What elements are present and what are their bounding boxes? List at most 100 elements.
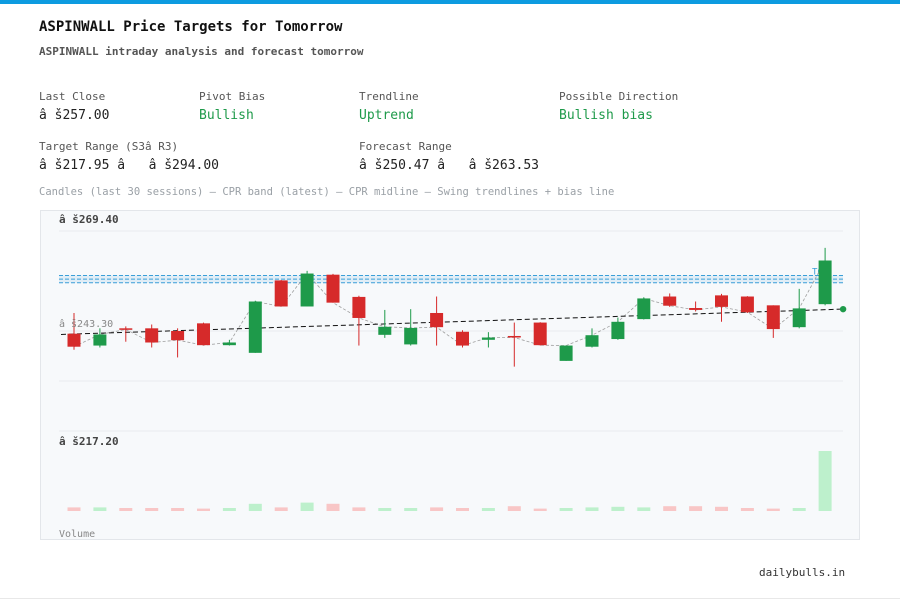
bias-end-dot: [839, 305, 847, 313]
candle-body: [93, 334, 107, 346]
candle: [715, 293, 728, 322]
stat-label: Pivot Bias: [199, 90, 266, 103]
y-axis-label-top: â š269.40: [59, 213, 119, 226]
stat-value: Bullish bias: [559, 108, 653, 123]
volume-bars-group: [67, 451, 832, 511]
candle: [611, 317, 625, 340]
page-title: ASPINWALL Price Targets for Tomorrow: [39, 19, 343, 35]
swing-trendline: [73, 260, 826, 348]
y-axis-label-mid: â š243.30: [59, 318, 113, 330]
volume-bar: [352, 507, 366, 511]
candle-body: [766, 305, 780, 330]
volume-bar: [248, 503, 262, 511]
candle: [197, 322, 210, 346]
stat-pivot-bias: Pivot Bias Bullish: [199, 90, 265, 125]
volume-bar: [689, 506, 703, 511]
cpr-band: TC: [59, 267, 843, 284]
candle-body: [663, 296, 677, 306]
candle-body: [222, 342, 236, 346]
bias-line-group: [60, 305, 847, 335]
stat-label: Forecast Range: [359, 140, 452, 153]
volume-bar: [430, 507, 444, 511]
volume-bar: [507, 506, 521, 511]
candle: [585, 328, 599, 348]
stat-label: Trendline: [359, 90, 419, 103]
candle: [248, 300, 262, 353]
candle-body: [248, 301, 262, 353]
candle: [222, 339, 236, 346]
volume-bar: [715, 506, 728, 511]
top-accent-bar: [0, 0, 900, 4]
candle: [456, 330, 469, 348]
candle-body: [430, 312, 444, 328]
stat-label: Target Range (S3â R3): [39, 140, 179, 153]
volume-bar: [663, 506, 677, 511]
volume-bar: [766, 508, 780, 511]
swing-trendline-path: [73, 260, 826, 348]
stat-value: â š250.47 â â š263.53: [359, 158, 540, 173]
candle: [689, 301, 703, 312]
candle: [119, 326, 133, 342]
candle-body: [274, 280, 288, 307]
candle-body: [585, 335, 599, 347]
volume-bar: [326, 503, 340, 511]
volume-label: Volume: [59, 529, 95, 540]
bias-line: [60, 308, 842, 335]
volume-bar: [145, 508, 159, 511]
candle-body: [559, 345, 573, 361]
stat-trendline: Trendline Uptrend: [359, 90, 419, 125]
candle: [792, 288, 806, 329]
candle: [171, 328, 185, 358]
candle: [481, 332, 495, 348]
stat-value: Bullish: [199, 108, 254, 123]
candle-body: [740, 296, 754, 313]
volume-bar: [792, 508, 806, 511]
candle: [93, 328, 107, 348]
volume-bar: [585, 507, 599, 511]
cpr-tc-label: TC: [812, 267, 823, 277]
candle-body: [197, 323, 210, 346]
footer-brand: dailybulls.in: [759, 566, 846, 579]
volume-bar: [93, 507, 107, 511]
candle-body: [818, 260, 832, 305]
candle-body: [145, 328, 159, 343]
candle-body: [637, 298, 651, 320]
volume-bar: [611, 506, 625, 511]
candle: [378, 309, 392, 338]
chart-grid: [59, 230, 843, 432]
stat-forecast-range: Forecast Range â š250.47 â â š263.53: [359, 140, 539, 175]
candle-body: [611, 321, 625, 340]
candlestick-chart: TC â š269.40 â š243.30 â š217.20 Volume: [59, 213, 847, 540]
chart-panel: TC â š269.40 â š243.30 â š217.20 Volume: [40, 210, 860, 540]
stat-label: Possible Direction: [559, 90, 679, 103]
candle: [274, 280, 288, 307]
stat-value: â š217.95 â â š294.00: [39, 158, 220, 173]
candle: [145, 324, 159, 348]
candle: [559, 345, 573, 361]
volume-bar: [171, 508, 185, 511]
candle-body: [533, 322, 547, 346]
candle-body: [481, 337, 495, 340]
stat-possible-direction: Possible Direction Bullish bias: [559, 90, 678, 125]
volume-bar: [481, 508, 495, 511]
candle: [326, 273, 340, 303]
volume-bar: [67, 507, 81, 511]
candle-body: [300, 273, 314, 307]
candle-body: [456, 331, 469, 346]
candle: [818, 247, 832, 306]
candle-body: [507, 335, 521, 338]
volume-bar: [300, 502, 314, 511]
candle: [637, 297, 651, 320]
volume-bar: [404, 508, 418, 511]
page-subtitle: ASPINWALL intraday analysis and forecast…: [39, 45, 364, 58]
candle-body: [119, 328, 133, 330]
candle-body: [689, 308, 703, 310]
candle-body: [715, 295, 728, 307]
candle: [352, 295, 366, 346]
volume-bar: [533, 508, 547, 511]
candle-body: [67, 333, 81, 347]
candle: [430, 296, 444, 346]
stat-target-range: Target Range (S3â R3) â š217.95 â â š294…: [39, 140, 219, 175]
volume-bar: [456, 508, 469, 511]
candle: [766, 305, 780, 338]
